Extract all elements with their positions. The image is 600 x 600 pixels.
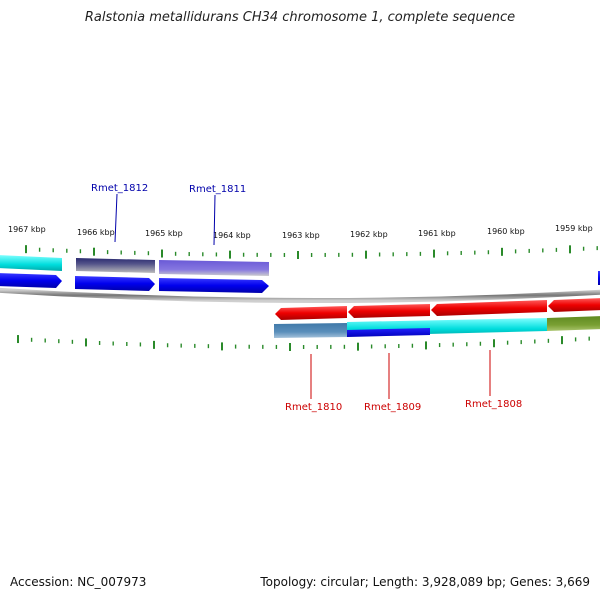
gene-labels: Rmet_1812 Rmet_1811 Rmet_1810 Rmet_1809 …	[91, 183, 522, 413]
reverse-gene-arrow-rmet-1810[interactable]	[275, 306, 347, 320]
top-tick-row	[25, 245, 598, 259]
reverse-gene-arrow-edge[interactable]	[548, 298, 600, 312]
gene-label[interactable]: Rmet_1812	[91, 183, 148, 194]
gene-label[interactable]: Rmet_1810	[285, 402, 342, 413]
scale-labels: 1967 kbp 1966 kbp 1965 kbp 1964 kbp 1963…	[8, 224, 593, 240]
scale-label: 1963 kbp	[282, 231, 320, 240]
navy-category-bar	[76, 258, 155, 273]
forward-gene-arrow-rmet-1811[interactable]	[159, 278, 269, 293]
leader-line	[114, 193, 118, 243]
scale-label: 1966 kbp	[77, 228, 115, 237]
reverse-gene-arrow-rmet-1809[interactable]	[348, 304, 430, 318]
accession-text: Accession: NC_007973	[10, 575, 147, 589]
small-blue-category-bar	[347, 328, 430, 337]
reverse-strand-genes	[275, 298, 600, 320]
genome-backbone	[0, 287, 600, 304]
reverse-gene-arrow-rmet-1808[interactable]	[431, 300, 547, 316]
upper-category-track	[0, 255, 269, 276]
scale-label: 1967 kbp	[8, 225, 46, 234]
scale-label: 1959 kbp	[555, 224, 593, 233]
steel-category-bar	[274, 323, 347, 338]
gene-label[interactable]: Rmet_1809	[364, 402, 421, 413]
bottom-tick-row	[17, 335, 590, 351]
forward-gene-arrow-rmet-1812[interactable]	[75, 276, 155, 291]
label-leaders	[114, 193, 491, 399]
cyan-category-bar	[0, 255, 62, 271]
scale-label: 1965 kbp	[145, 229, 183, 238]
forward-gene-arrow[interactable]	[0, 273, 62, 288]
map-title: Ralstonia metallidurans CH34 chromosome …	[84, 10, 516, 25]
purple-category-bar	[159, 260, 269, 276]
scale-label: 1961 kbp	[418, 229, 456, 238]
gene-label[interactable]: Rmet_1811	[189, 184, 246, 195]
leader-line	[213, 194, 216, 246]
scale-label: 1962 kbp	[350, 230, 388, 239]
genome-summary-text: Topology: circular; Length: 3,928,089 bp…	[260, 575, 590, 589]
scale-label: 1964 kbp	[213, 231, 251, 240]
olive-category-bar	[547, 316, 600, 331]
scale-label: 1960 kbp	[487, 227, 525, 236]
forward-strand-genes	[0, 271, 600, 293]
gene-label[interactable]: Rmet_1808	[465, 399, 522, 410]
lower-category-track	[274, 316, 600, 338]
